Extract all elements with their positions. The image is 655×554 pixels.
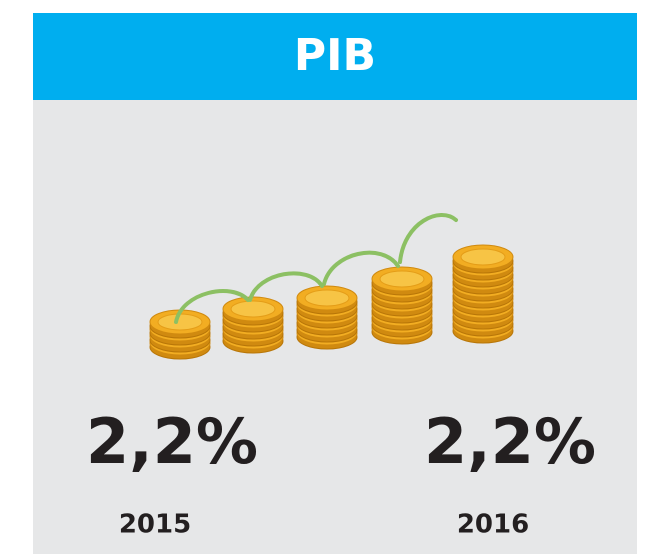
coin [461,249,505,265]
title: PIB [294,30,376,81]
year: 2016 [457,510,529,540]
coin [158,314,202,330]
coin [231,301,275,317]
coin [305,290,349,306]
year: 2015 [119,510,191,540]
coin [380,271,424,287]
value: 2,2% [424,405,596,478]
infographic: PIB 2,2% 2,2% 2015 2016 [0,0,655,554]
page: PIB 2,2% 2,2% 2015 2016 (() => { const d… [0,0,655,554]
value: 2,2% [86,405,258,478]
